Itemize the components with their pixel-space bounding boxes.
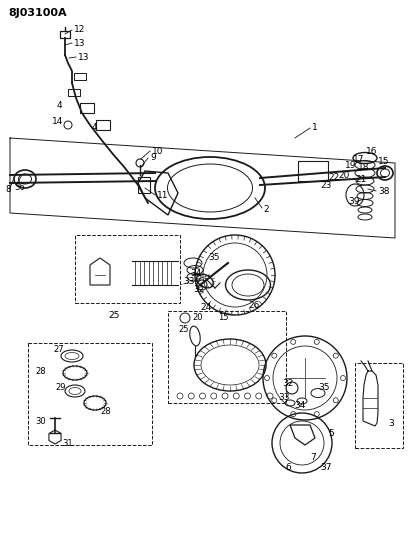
Text: 36: 36 [14,182,25,191]
Bar [74,73,86,80]
Text: 16: 16 [366,147,377,156]
Text: 6: 6 [285,464,291,472]
Text: 8: 8 [5,185,11,195]
Text: 1: 1 [312,123,318,132]
Text: 39: 39 [348,197,359,206]
Text: 23: 23 [320,181,331,190]
Text: 26: 26 [248,301,259,310]
Bar [68,89,80,96]
Text: 25: 25 [108,311,120,320]
Text: 4: 4 [57,101,62,110]
Text: 13: 13 [78,52,89,61]
Text: 17: 17 [353,155,364,164]
Text: 18: 18 [358,163,370,172]
Bar [75,235,180,303]
Text: 13: 13 [74,38,86,47]
Text: 35: 35 [208,254,220,262]
Text: 2: 2 [263,206,268,214]
Text: 21: 21 [355,175,366,184]
Text: 14: 14 [52,117,63,125]
Text: 3: 3 [388,418,394,427]
Text: 37: 37 [320,464,331,472]
Text: 11: 11 [157,191,169,200]
Text: 30: 30 [35,416,46,425]
Text: 32: 32 [282,378,293,387]
Text: 38: 38 [378,187,390,196]
Text: 28: 28 [35,367,46,376]
Bar [168,311,286,403]
Text: 33: 33 [183,277,195,286]
Text: 15: 15 [378,157,390,166]
Text: 32: 32 [193,286,204,295]
Bar [138,177,150,193]
Text: 4: 4 [92,123,98,132]
Text: 29: 29 [55,384,66,392]
Text: 5: 5 [328,429,334,438]
Bar [60,31,70,38]
Text: 7: 7 [310,454,316,463]
Text: 28: 28 [100,407,111,416]
Text: 22: 22 [328,174,339,182]
Text: 35: 35 [318,383,330,392]
Text: 25: 25 [178,325,188,334]
Bar [96,120,110,130]
Text: 10: 10 [152,147,164,156]
Bar [355,363,403,448]
Bar [80,103,94,113]
Text: 20: 20 [338,171,349,180]
Text: 8J03100A: 8J03100A [8,8,67,18]
Text: 34: 34 [294,400,305,409]
Text: 19: 19 [345,160,357,169]
Text: 31: 31 [62,439,73,448]
Text: 15: 15 [218,313,228,322]
Text: 20: 20 [192,313,202,322]
Text: 27: 27 [53,345,64,354]
Text: 12: 12 [74,26,85,35]
Text: 33: 33 [278,392,290,401]
Bar [298,161,328,181]
Text: 34: 34 [190,269,202,278]
Text: 24: 24 [200,303,211,312]
Text: 9: 9 [150,152,156,161]
